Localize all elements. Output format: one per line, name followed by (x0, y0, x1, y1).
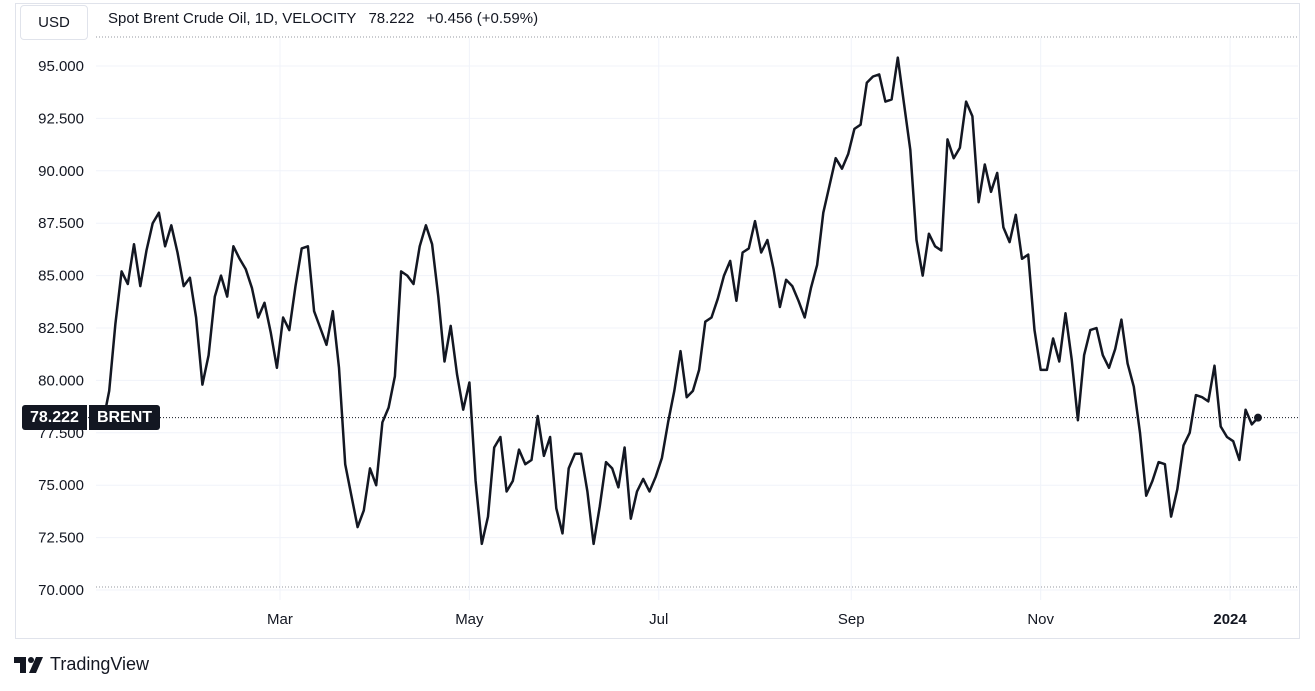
x-tick-label: Jul (649, 611, 668, 628)
legend-last-value: 78.222 (368, 10, 415, 27)
chart-legend: Spot Brent Crude Oil, 1D, VELOCITY 78.222… (108, 10, 544, 27)
y-tick-label: 70.000 (38, 582, 84, 599)
symbol-tag: BRENT (88, 405, 161, 431)
legend-change: +0.456 (+0.59%) (426, 10, 539, 27)
y-tick-label: 85.000 (38, 268, 84, 285)
last-point-marker (1254, 413, 1262, 422)
tradingview-logo-icon (14, 656, 43, 673)
x-tick-label: Nov (1027, 611, 1054, 628)
y-tick-label: 90.000 (38, 163, 84, 180)
y-tick-label: 80.000 (38, 372, 84, 389)
x-tick-label: May (455, 611, 484, 628)
brand-name: TradingView (50, 654, 150, 674)
currency-selector[interactable]: USD (20, 5, 88, 40)
y-tick-label: 72.500 (38, 530, 84, 547)
x-tick-label: Mar (267, 611, 293, 628)
legend-symbol-name: Spot Brent Crude Oil, 1D, VELOCITY (108, 10, 357, 27)
chart-frame (15, 3, 1300, 639)
series-line (101, 56, 1259, 546)
last-price-value: 78.222 (22, 405, 87, 431)
x-tick-label: 2024 (1213, 611, 1247, 628)
y-tick-label: 87.500 (38, 215, 84, 232)
y-tick-label: 92.500 (38, 110, 84, 127)
y-tick-label: 95.000 (38, 58, 84, 75)
x-tick-label: Sep (838, 611, 865, 628)
y-tick-label: 82.500 (38, 320, 84, 337)
y-tick-label: 75.000 (38, 477, 84, 494)
tradingview-brand[interactable]: TradingView (14, 654, 149, 675)
last-price-label: 78.222 BRENT (22, 405, 161, 431)
